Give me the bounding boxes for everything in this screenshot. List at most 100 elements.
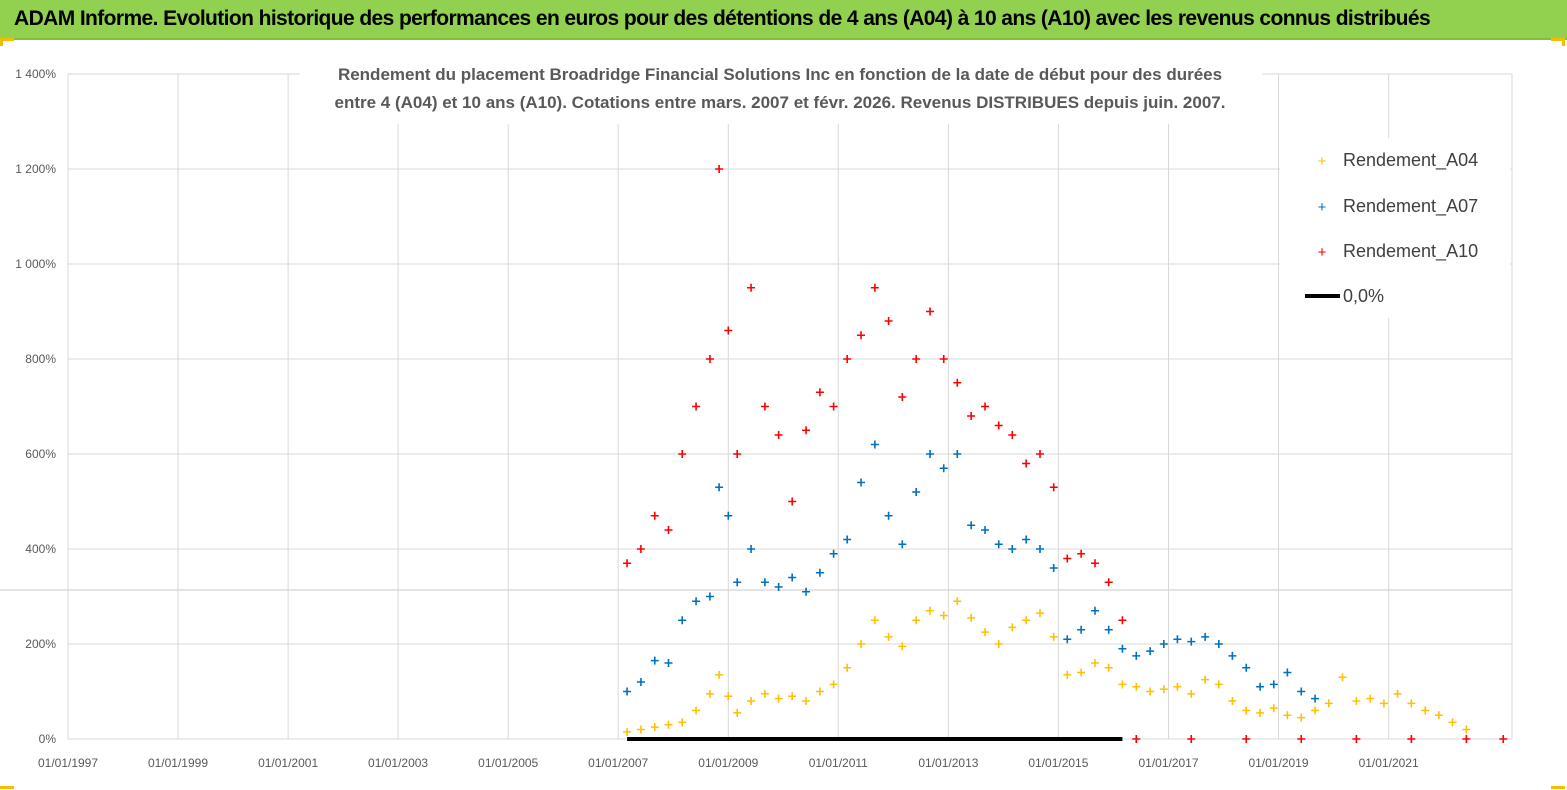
data-point-marker: [1118, 616, 1127, 625]
data-point-marker: [1324, 699, 1333, 708]
data-point-marker: [1187, 689, 1196, 698]
x-tick-label: 01/01/2015: [1028, 756, 1088, 770]
data-point-marker: [1379, 699, 1388, 708]
data-point-marker: [715, 483, 724, 492]
data-point-marker: [1462, 735, 1471, 743]
y-tick-label: 1 400%: [15, 67, 56, 81]
data-point-marker: [788, 497, 797, 506]
series-layer: [623, 165, 1508, 743]
data-point-marker: [843, 355, 852, 363]
data-point-marker: [692, 597, 701, 606]
data-point-marker: [1338, 673, 1347, 682]
chart-title-background: [300, 62, 1262, 124]
data-point-marker: [724, 511, 733, 520]
data-point-marker: [912, 355, 921, 363]
data-point-marker: [705, 689, 714, 698]
data-point-marker: [857, 331, 866, 340]
data-point-marker: [1022, 459, 1031, 468]
data-point-marker: [967, 412, 976, 420]
data-point-marker: [1407, 735, 1416, 743]
data-point-marker: [829, 549, 838, 558]
data-point-marker: [788, 573, 797, 582]
corner-marker-bottom-left: [0, 786, 14, 789]
data-point-marker: [1311, 694, 1320, 703]
data-point-marker: [1077, 625, 1086, 634]
data-point-marker: [1132, 682, 1141, 691]
data-point-marker: [994, 421, 1003, 430]
data-point-marker: [857, 478, 866, 487]
data-point-marker: [1146, 647, 1155, 656]
data-point-marker: [1063, 670, 1072, 679]
data-point-marker: [815, 568, 824, 577]
y-tick-label: 600%: [25, 447, 56, 461]
data-point-marker: [1352, 697, 1361, 705]
data-point-marker: [650, 723, 659, 732]
y-tick-label: 1 200%: [15, 162, 56, 176]
data-point-marker: [1228, 651, 1237, 660]
chart-title-line-1: Rendement du placement Broadridge Financ…: [338, 65, 1222, 84]
legend-label-a07: Rendement_A07: [1343, 196, 1478, 217]
data-point-marker: [1256, 682, 1265, 691]
data-point-marker: [1008, 431, 1017, 439]
data-point-marker: [898, 642, 907, 651]
y-tick-label: 400%: [25, 542, 56, 556]
scatter-chart: 0% 200% 400% 600% 800% 1 000% 1 200% 1 400% 01/…: [0, 62, 1513, 770]
data-point-marker: [884, 317, 893, 325]
data-point-marker: [1008, 623, 1017, 632]
series-rendement-a04: [623, 597, 1471, 736]
data-point-marker: [678, 616, 687, 625]
data-point-marker: [898, 393, 907, 401]
corner-marker-top-right: [1551, 38, 1565, 41]
data-point-marker: [760, 578, 769, 587]
legend-marker-a10: +: [1318, 244, 1327, 261]
data-point-marker: [802, 426, 811, 435]
data-point-marker: [1159, 640, 1168, 648]
data-point-marker: [760, 689, 769, 698]
data-point-marker: [1187, 637, 1196, 646]
data-point-marker: [1297, 687, 1306, 696]
data-point-marker: [967, 613, 976, 622]
chart-title-line-2: entre 4 (A04) et 10 ans (A10). Cotations…: [335, 93, 1226, 112]
data-point-marker: [1499, 735, 1508, 743]
data-point-marker: [774, 431, 783, 439]
legend-label-a10: Rendement_A10: [1343, 241, 1478, 262]
data-point-marker: [1283, 668, 1292, 677]
data-point-marker: [1104, 578, 1113, 587]
x-tick-label: 01/01/2013: [918, 756, 978, 770]
data-point-marker: [724, 326, 733, 335]
y-tick-label: 0%: [39, 732, 57, 746]
data-point-marker: [1228, 697, 1237, 705]
data-point-marker: [1091, 606, 1099, 615]
corner-marker-bottom-right: [1551, 786, 1565, 789]
data-point-marker: [1022, 616, 1031, 625]
data-point-marker: [912, 616, 921, 625]
data-point-marker: [1311, 706, 1320, 715]
data-point-marker: [1022, 535, 1031, 544]
data-point-marker: [1421, 706, 1430, 715]
data-point-marker: [1393, 689, 1402, 698]
data-point-marker: [623, 559, 632, 568]
data-point-marker: [1091, 659, 1099, 667]
data-point-marker: [747, 283, 756, 292]
data-point-marker: [1173, 682, 1182, 691]
data-point-marker: [1077, 668, 1086, 677]
data-point-marker: [953, 378, 962, 387]
data-point-marker: [1214, 680, 1223, 689]
legend-marker-a04: +: [1318, 153, 1327, 170]
data-point-marker: [1077, 549, 1086, 558]
data-point-marker: [1214, 640, 1223, 648]
data-point-marker: [829, 402, 838, 411]
corner-marker-top-left-v: [0, 38, 3, 46]
data-point-marker: [623, 727, 632, 736]
data-point-marker: [715, 165, 724, 173]
x-tick-label: 01/01/2005: [478, 756, 538, 770]
x-tick-label: 01/01/2019: [1248, 756, 1308, 770]
data-point-marker: [1352, 735, 1361, 743]
legend-background: [1280, 138, 1510, 318]
data-point-marker: [774, 583, 783, 591]
y-tick-label: 200%: [25, 637, 56, 651]
series-rendement-a07: [623, 440, 1320, 703]
data-point-marker: [1297, 713, 1306, 722]
data-point-marker: [1049, 564, 1058, 572]
data-point-marker: [926, 450, 935, 458]
